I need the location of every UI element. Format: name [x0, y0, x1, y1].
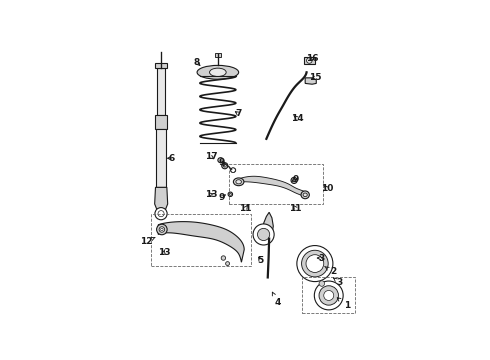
Text: 3: 3	[318, 253, 325, 262]
Polygon shape	[236, 176, 307, 197]
Text: 4: 4	[272, 292, 281, 307]
Text: 1: 1	[337, 298, 350, 310]
Circle shape	[158, 211, 164, 217]
Polygon shape	[158, 222, 244, 262]
Circle shape	[155, 208, 167, 220]
Circle shape	[253, 224, 274, 245]
Bar	[304, 57, 315, 64]
Bar	[229, 164, 323, 204]
Text: 13: 13	[158, 248, 170, 257]
Circle shape	[314, 281, 343, 310]
Circle shape	[307, 58, 312, 63]
Bar	[215, 53, 221, 57]
Circle shape	[258, 228, 270, 240]
Ellipse shape	[233, 178, 244, 186]
Text: 14: 14	[291, 113, 303, 122]
Text: 9: 9	[292, 175, 299, 184]
Ellipse shape	[236, 180, 242, 184]
Circle shape	[319, 286, 339, 305]
Ellipse shape	[157, 224, 167, 235]
Ellipse shape	[301, 191, 309, 199]
Bar	[156, 129, 166, 187]
Bar	[155, 115, 167, 129]
Ellipse shape	[161, 228, 163, 231]
Text: 6: 6	[168, 154, 175, 163]
Ellipse shape	[303, 193, 307, 197]
Text: 7: 7	[235, 109, 242, 118]
Ellipse shape	[221, 256, 225, 260]
Bar	[157, 68, 165, 115]
Ellipse shape	[222, 163, 228, 169]
Ellipse shape	[218, 158, 223, 163]
Circle shape	[231, 168, 235, 172]
Text: 11: 11	[239, 204, 252, 213]
Ellipse shape	[228, 192, 233, 197]
Polygon shape	[305, 78, 316, 84]
Circle shape	[306, 255, 324, 273]
Text: 17: 17	[205, 152, 217, 161]
Polygon shape	[155, 187, 168, 210]
Ellipse shape	[210, 68, 226, 76]
Bar	[151, 214, 251, 266]
Text: 10: 10	[321, 184, 334, 193]
Text: 11: 11	[289, 204, 302, 213]
Text: 5: 5	[258, 256, 264, 265]
Polygon shape	[264, 212, 273, 239]
Text: 2: 2	[325, 266, 336, 276]
Text: 15: 15	[309, 73, 321, 82]
Bar	[302, 278, 355, 314]
Text: 3: 3	[334, 278, 343, 288]
Text: 13: 13	[205, 190, 217, 199]
Text: 8: 8	[194, 58, 200, 67]
Circle shape	[319, 281, 324, 286]
Circle shape	[301, 250, 328, 277]
Circle shape	[324, 291, 334, 301]
Ellipse shape	[293, 179, 295, 182]
Ellipse shape	[159, 227, 165, 232]
Text: 9: 9	[219, 158, 225, 167]
Ellipse shape	[197, 66, 239, 79]
Ellipse shape	[223, 164, 226, 167]
Ellipse shape	[291, 177, 297, 184]
Bar	[155, 63, 168, 68]
Text: 16: 16	[306, 54, 318, 63]
Ellipse shape	[229, 193, 231, 195]
Ellipse shape	[231, 168, 236, 172]
Circle shape	[297, 246, 333, 282]
Ellipse shape	[225, 262, 229, 266]
Text: 9: 9	[219, 193, 225, 202]
Text: 12: 12	[140, 237, 155, 246]
